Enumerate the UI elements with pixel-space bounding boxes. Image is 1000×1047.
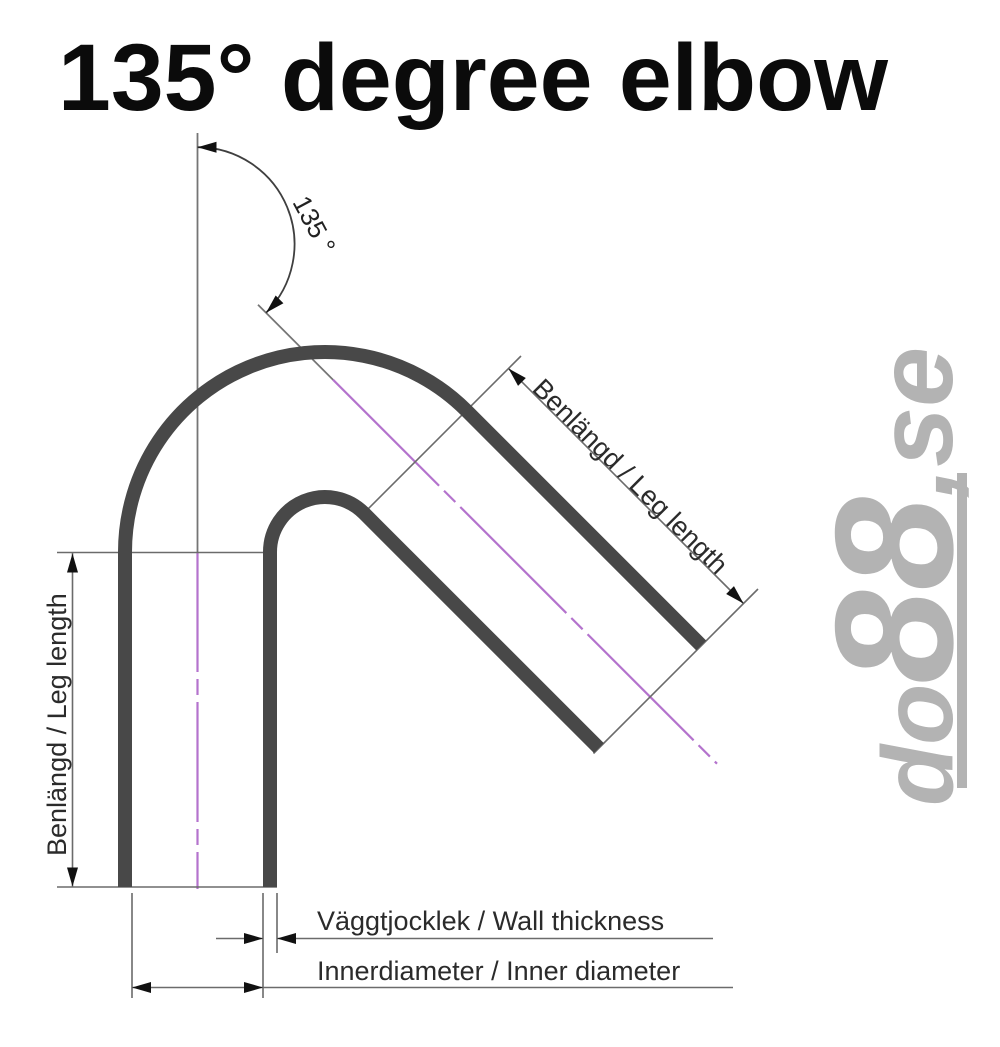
diagonal-leg-dimension-line [507, 367, 745, 605]
inner-diameter-arrow-right [244, 982, 263, 993]
wall-thickness-arrow-left [244, 933, 263, 944]
vertical-leg-arrow-top [67, 553, 78, 573]
watermark-suffix: ,se [854, 347, 975, 499]
watermark-number: 88 [800, 496, 988, 683]
angle-arc-arrow-bottom [262, 295, 284, 317]
diagonal-leg-tangent-extension-line [365, 355, 522, 512]
leg-length-label-diagonal: Benlängd / Leg length [527, 373, 734, 580]
angle-arc-arrow-top [197, 141, 217, 153]
watermark-logo: do88,se [800, 347, 988, 806]
watermark-underline [957, 473, 967, 788]
watermark-prefix: do [862, 684, 974, 806]
leg-length-label-vertical: Benlängd / Leg length [42, 593, 72, 856]
page-title: 135° degree elbow [58, 25, 889, 131]
inner-diameter-arrow-left [132, 982, 151, 993]
vertical-leg-arrow-bottom [67, 867, 78, 887]
pipe-outer-wall [118, 345, 707, 887]
diagonal-centerline-extension [257, 304, 334, 381]
wall-thickness-label: Väggtjocklek / Wall thickness [317, 906, 664, 936]
diagonal-centerline [332, 378, 718, 765]
diagonal-leg-endface-extension-line [592, 588, 759, 755]
inner-diameter-label: Innerdiameter / Inner diameter [317, 956, 680, 986]
watermark-text: do88,se [800, 347, 988, 806]
wall-thickness-arrow-right [277, 933, 296, 944]
pipe-inner-wall [263, 490, 604, 887]
angle-arc [197, 146, 296, 314]
